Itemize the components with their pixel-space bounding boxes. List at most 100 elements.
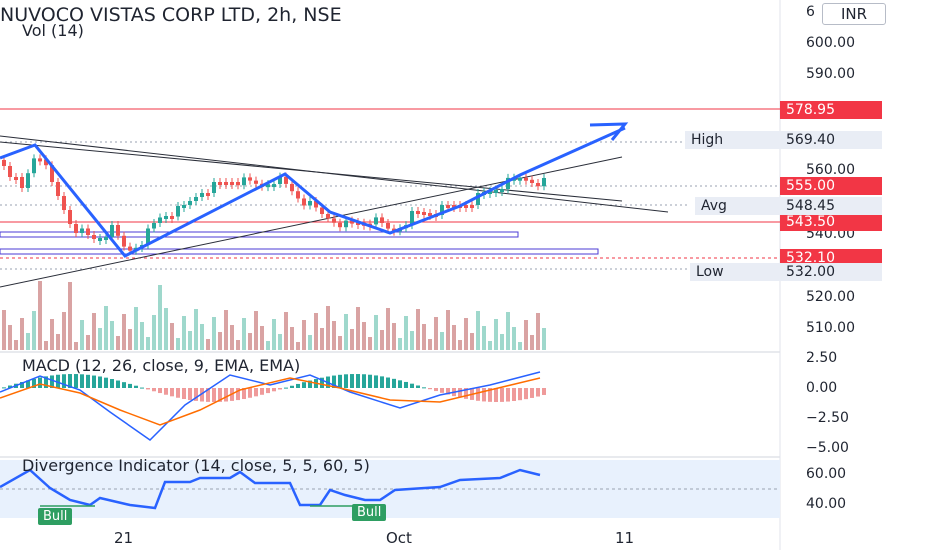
candle-body bbox=[380, 217, 384, 223]
macd-histogram-bar bbox=[506, 388, 510, 402]
support-box-1[interactable] bbox=[0, 231, 519, 238]
volume-bar bbox=[80, 320, 84, 350]
candle-body bbox=[158, 217, 162, 223]
volume-bar bbox=[38, 281, 42, 350]
macd-title: MACD (12, 26, close, 9, EMA, EMA) bbox=[22, 356, 301, 375]
candle-body bbox=[536, 183, 540, 187]
candle-body bbox=[56, 182, 60, 196]
volume-bar bbox=[68, 282, 72, 350]
candle-body bbox=[62, 196, 66, 210]
macd-histogram-bar bbox=[242, 388, 246, 400]
price-tag-532[interactable]: 532.10 bbox=[780, 249, 882, 267]
macd-histogram-bar bbox=[482, 388, 486, 402]
candle-body bbox=[374, 217, 378, 225]
price-label-510: 510.00 bbox=[806, 320, 855, 336]
candle-body bbox=[224, 182, 228, 185]
volume-bar bbox=[410, 331, 414, 350]
macd-histogram-bar bbox=[128, 383, 132, 388]
macd-histogram-bar bbox=[62, 374, 66, 388]
volume-bar bbox=[356, 307, 360, 350]
volume-bar bbox=[128, 329, 132, 350]
macd-histogram-bar bbox=[152, 388, 156, 392]
macd-histogram-bar bbox=[428, 388, 432, 390]
macd-histogram-bar bbox=[368, 374, 372, 388]
volume-bar bbox=[218, 332, 222, 350]
macd-histogram-bar bbox=[308, 380, 312, 388]
macd-histogram-bar bbox=[272, 388, 276, 392]
macd-histogram-bar bbox=[386, 377, 390, 388]
candle-body bbox=[32, 158, 36, 174]
volume-bar bbox=[320, 328, 324, 350]
volume-bar bbox=[212, 317, 216, 350]
candle-body bbox=[2, 160, 6, 166]
volume-bar bbox=[206, 339, 210, 350]
volume-bar bbox=[332, 321, 336, 350]
macd-histogram-bar bbox=[446, 388, 450, 395]
price-label-560: 560.00 bbox=[806, 162, 855, 178]
macd-histogram-bar bbox=[410, 383, 414, 388]
candle-body bbox=[230, 182, 234, 185]
low-value: 532.00 bbox=[780, 263, 882, 281]
macd-histogram-bar bbox=[170, 388, 174, 397]
volume-bar bbox=[74, 342, 78, 350]
price-tag-543[interactable]: 543.50 bbox=[780, 213, 882, 231]
candle-body bbox=[122, 235, 126, 247]
volume-bar bbox=[92, 313, 96, 350]
trendline-middle[interactable] bbox=[0, 141, 623, 202]
macd-histogram-bar bbox=[458, 388, 462, 398]
macd-histogram-bar bbox=[206, 388, 210, 402]
candle-body bbox=[206, 193, 210, 196]
candle-body bbox=[416, 211, 420, 214]
macd-histogram-bar bbox=[98, 376, 102, 388]
macd-histogram-bar bbox=[158, 388, 162, 394]
volume-bar bbox=[248, 333, 252, 350]
macd-histogram-bar bbox=[518, 388, 522, 401]
projection-path[interactable] bbox=[0, 126, 626, 258]
volume-bar bbox=[44, 341, 48, 350]
macd-histogram-bar bbox=[290, 385, 294, 388]
candle-body bbox=[290, 183, 294, 192]
macd-histogram-bar bbox=[542, 388, 546, 395]
volume-bar bbox=[272, 319, 276, 350]
macd-histogram-bar bbox=[278, 388, 282, 390]
macd-histogram-bar bbox=[74, 374, 78, 388]
macd-histogram-bar bbox=[302, 382, 306, 388]
candle-body bbox=[266, 184, 270, 188]
volume-bar bbox=[524, 320, 528, 350]
macd-histogram-bar bbox=[32, 378, 36, 388]
volume-bar bbox=[482, 326, 486, 350]
macd-histogram-bar bbox=[38, 377, 42, 388]
volume-bar bbox=[104, 306, 108, 350]
macd-histogram-bar bbox=[188, 388, 192, 401]
volume-bar bbox=[26, 333, 30, 350]
candle-body bbox=[248, 177, 252, 181]
macd-histogram-bar bbox=[494, 388, 498, 402]
volume-bar bbox=[62, 312, 66, 350]
currency-button[interactable]: INR bbox=[822, 3, 886, 25]
candle-body bbox=[470, 205, 474, 208]
price-label-520: 520.00 bbox=[806, 289, 855, 305]
support-box-2[interactable] bbox=[0, 248, 599, 255]
macd-label-3: −2.50 bbox=[806, 410, 849, 426]
macd-histogram-bar bbox=[164, 388, 168, 395]
volume-bar bbox=[98, 328, 102, 350]
candle-body bbox=[314, 201, 318, 208]
candle-body bbox=[410, 211, 414, 226]
price-tag-578[interactable]: 578.95 bbox=[780, 101, 882, 119]
chart-title: NUVOCO VISTAS CORP LTD, 2h, NSE bbox=[0, 4, 342, 26]
candle-body bbox=[200, 193, 204, 197]
candle-body bbox=[170, 216, 174, 219]
macd-histogram-bar bbox=[104, 377, 108, 388]
time-label-11: 11 bbox=[615, 529, 635, 547]
macd-histogram-bar bbox=[50, 375, 54, 388]
volume-bar bbox=[386, 308, 390, 350]
volume-bar bbox=[158, 285, 162, 350]
macd-histogram-bar bbox=[464, 388, 468, 399]
candle-body bbox=[272, 184, 276, 188]
candle-body bbox=[74, 224, 78, 233]
macd-histogram-bar bbox=[266, 388, 270, 394]
volume-bar bbox=[140, 322, 144, 350]
price-tag-555[interactable]: 555.00 bbox=[780, 177, 882, 195]
